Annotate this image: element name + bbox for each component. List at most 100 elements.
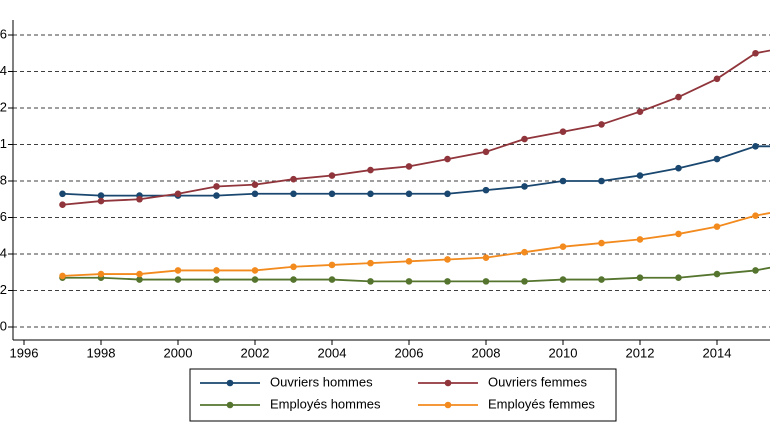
y-tick-label: .12 (0, 99, 7, 114)
series-line (62, 266, 770, 283)
data-point (752, 267, 759, 274)
legend-label: Employés femmes (488, 396, 595, 411)
x-tick-label: 2002 (241, 345, 270, 360)
series-line (62, 49, 770, 206)
data-point (174, 190, 182, 198)
y-tick-label: .14 (0, 63, 7, 78)
data-point (444, 155, 451, 163)
legend-marker (444, 401, 452, 409)
data-point (59, 272, 66, 280)
data-point (675, 93, 682, 101)
data-point (213, 267, 220, 274)
data-point (482, 254, 490, 261)
data-point (444, 190, 451, 198)
data-point (213, 183, 220, 190)
data-point (752, 212, 759, 219)
data-point (174, 267, 182, 274)
legend-marker (226, 379, 234, 387)
series-line (62, 212, 770, 277)
data-point (598, 121, 605, 128)
legend-marker (444, 379, 452, 387)
data-point (251, 276, 259, 283)
data-point (405, 190, 413, 198)
data-point (675, 274, 682, 282)
y-tick-label: 0 (0, 318, 7, 333)
data-point (521, 248, 528, 256)
legend-box (189, 368, 617, 422)
data-point (405, 258, 413, 265)
y-tick-label: .02 (0, 282, 7, 297)
data-point (444, 278, 451, 285)
data-point (251, 190, 259, 198)
x-tick-label: 2000 (164, 345, 193, 360)
data-point (97, 192, 105, 199)
data-point (713, 75, 721, 83)
legend-label: Employés hommes (270, 396, 381, 411)
data-point (290, 276, 297, 283)
data-point (213, 276, 220, 283)
y-tick-label: .06 (0, 209, 7, 224)
data-point (675, 164, 682, 172)
data-point (713, 270, 721, 278)
data-point (136, 195, 143, 203)
data-point (97, 270, 105, 278)
data-point (559, 276, 567, 283)
data-point (636, 274, 644, 282)
data-point (328, 276, 336, 283)
data-point (290, 190, 297, 198)
data-point (59, 201, 66, 209)
data-point (367, 190, 374, 198)
data-point (251, 181, 259, 188)
x-tick-label: 1996 (10, 345, 39, 360)
data-point (251, 267, 259, 274)
data-point (213, 192, 220, 199)
legend-marker (226, 401, 234, 409)
data-point (328, 261, 336, 269)
data-point (482, 278, 490, 285)
x-tick-label: 2006 (395, 345, 424, 360)
y-tick-label: .08 (0, 172, 7, 187)
data-point (367, 166, 374, 174)
data-point (636, 236, 644, 243)
data-point (290, 263, 297, 271)
data-point (482, 148, 490, 156)
data-point (713, 223, 721, 230)
data-point (482, 186, 490, 194)
data-point (367, 259, 374, 267)
data-point (136, 270, 143, 278)
data-point (752, 49, 759, 57)
data-point (598, 239, 605, 247)
data-point (752, 143, 759, 150)
data-point (405, 163, 413, 170)
data-point (559, 128, 567, 136)
data-point (59, 190, 66, 198)
x-tick-label: 1998 (87, 345, 116, 360)
data-point (598, 276, 605, 283)
legend-label: Ouvriers hommes (270, 374, 373, 389)
x-tick-label: 2010 (549, 345, 578, 360)
data-point (405, 278, 413, 285)
data-point (136, 276, 143, 283)
data-point (290, 175, 297, 183)
series-line (62, 145, 770, 197)
y-tick-label: .16 (0, 26, 7, 41)
data-point (598, 177, 605, 185)
legend-label: Ouvriers femmes (488, 374, 587, 389)
data-point (713, 155, 721, 163)
data-point (174, 276, 182, 283)
y-tick-label: .04 (0, 245, 7, 260)
data-point (675, 230, 682, 238)
data-point (444, 256, 451, 263)
data-point (328, 190, 336, 198)
data-point (636, 172, 644, 179)
data-point (367, 278, 374, 285)
x-tick-label: 2014 (703, 345, 732, 360)
data-point (559, 243, 567, 250)
data-point (97, 197, 105, 205)
x-tick-label: 2012 (626, 345, 655, 360)
data-point (521, 135, 528, 143)
data-point (636, 108, 644, 115)
